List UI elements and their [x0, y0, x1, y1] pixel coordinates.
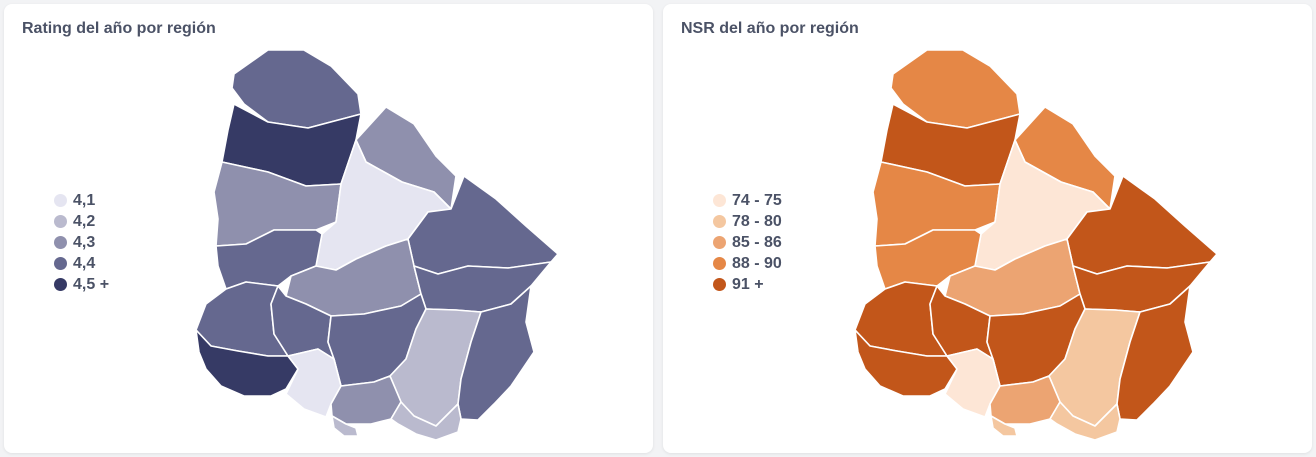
region-montevideo[interactable]	[990, 415, 1018, 437]
legend-swatch	[713, 236, 726, 249]
region-canelones[interactable]	[330, 375, 402, 425]
legend-swatch	[713, 194, 726, 207]
legend-item: 4,3	[54, 232, 109, 253]
legend-label: 4,1	[73, 191, 96, 209]
legend-item: 4,4	[54, 253, 109, 274]
region-maldonado[interactable]	[390, 401, 462, 441]
legend-swatch	[54, 236, 67, 249]
legend-label: 78 - 80	[732, 212, 782, 230]
legend-swatch	[54, 215, 67, 228]
rating-map-card: Rating del año por región 4,1 4,2 4,3 4,…	[4, 4, 653, 453]
region-canelones[interactable]	[989, 375, 1061, 425]
nsr-map-title: NSR del año por región	[681, 20, 859, 37]
nsr-map-card: NSR del año por región 74 - 75 78 - 80 8…	[663, 4, 1312, 453]
region-maldonado[interactable]	[1049, 401, 1121, 441]
legend-item: 85 - 86	[713, 232, 782, 253]
legend-swatch	[713, 278, 726, 291]
region-rocha[interactable]	[1116, 285, 1194, 421]
legend-swatch	[54, 257, 67, 270]
legend-swatch	[54, 194, 67, 207]
legend-item: 4,1	[54, 190, 109, 211]
region-san-jose[interactable]	[944, 348, 1001, 418]
rating-map-title: Rating del año por región	[22, 20, 216, 37]
nsr-choropleth-map	[854, 49, 1218, 441]
legend-label: 88 - 90	[732, 254, 782, 272]
legend-swatch	[713, 257, 726, 270]
legend-item: 4,5 +	[54, 274, 109, 295]
region-rocha[interactable]	[457, 285, 535, 421]
legend-label: 74 - 75	[732, 191, 782, 209]
legend-label: 4,5 +	[73, 275, 110, 293]
legend-swatch	[54, 278, 67, 291]
region-montevideo[interactable]	[331, 415, 359, 437]
rating-choropleth-map	[195, 49, 559, 441]
rating-legend: 4,1 4,2 4,3 4,4 4,5 +	[54, 190, 109, 295]
legend-label: 4,4	[73, 254, 96, 272]
legend-item: 88 - 90	[713, 253, 782, 274]
region-colonia[interactable]	[195, 329, 299, 397]
legend-label: 85 - 86	[732, 233, 782, 251]
legend-label: 91 +	[732, 275, 764, 293]
region-san-jose[interactable]	[285, 348, 342, 418]
legend-swatch	[713, 215, 726, 228]
legend-item: 78 - 80	[713, 211, 782, 232]
nsr-legend: 74 - 75 78 - 80 85 - 86 88 - 90 91 +	[713, 190, 782, 295]
legend-label: 4,2	[73, 212, 96, 230]
legend-item: 4,2	[54, 211, 109, 232]
legend-item: 74 - 75	[713, 190, 782, 211]
legend-label: 4,3	[73, 233, 96, 251]
legend-item: 91 +	[713, 274, 782, 295]
region-colonia[interactable]	[854, 329, 958, 397]
